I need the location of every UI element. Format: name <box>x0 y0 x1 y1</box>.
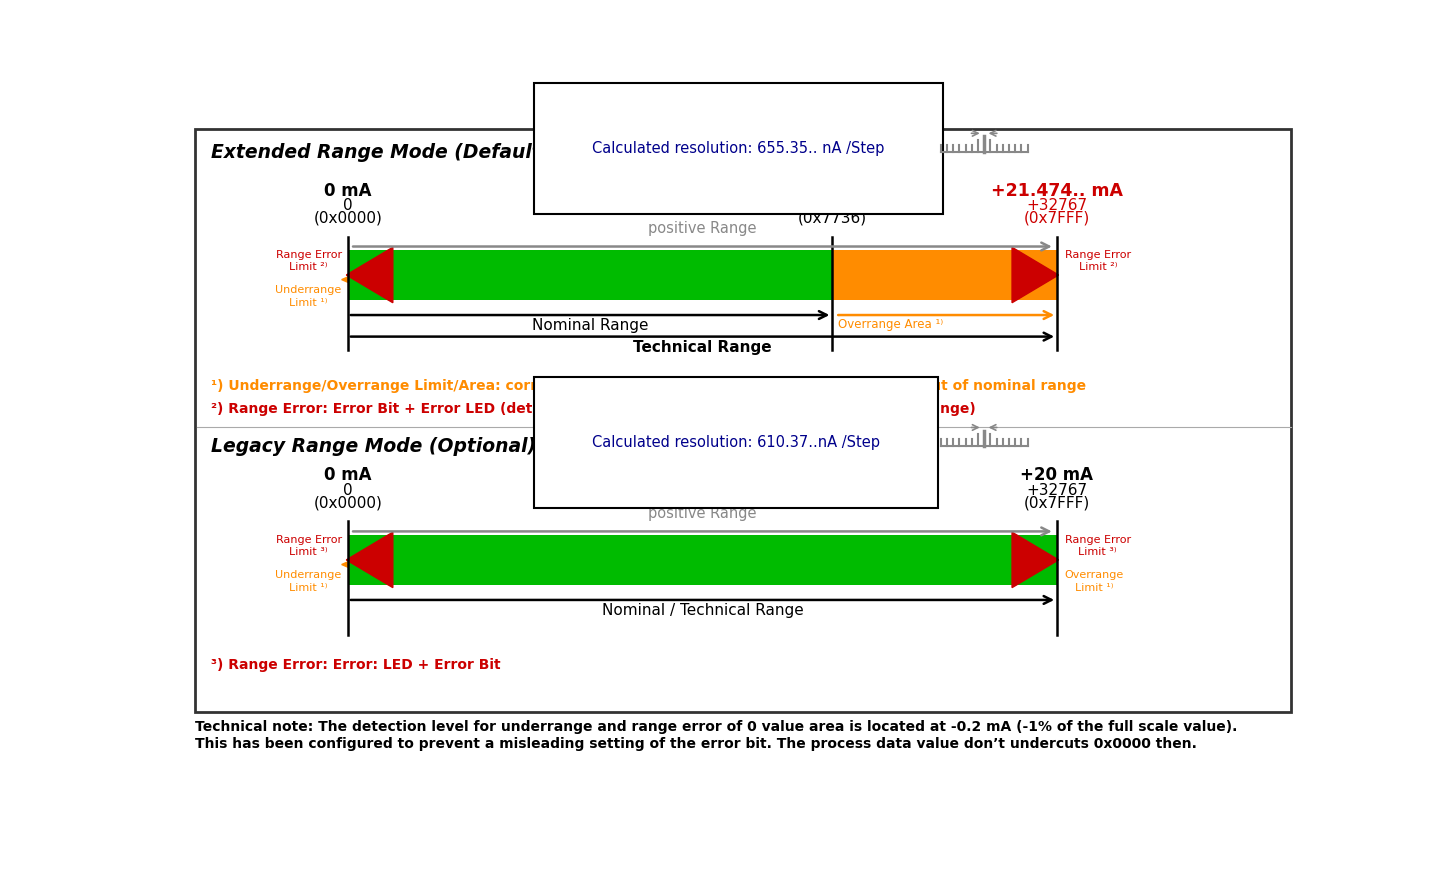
Text: (0x0000): (0x0000) <box>313 210 383 225</box>
Polygon shape <box>342 260 389 299</box>
Polygon shape <box>1012 532 1058 588</box>
Text: Calculated resolution: 610.37..nA /Step: Calculated resolution: 610.37..nA /Step <box>592 435 880 451</box>
Bar <box>348 535 1057 584</box>
Bar <box>832 251 1057 299</box>
Text: ²) Range Error: Error Bit + Error LED (detection level adjustable by user, defau: ²) Range Error: Error Bit + Error LED (d… <box>210 402 976 416</box>
Text: 0: 0 <box>344 482 352 497</box>
Text: Range Error
Limit ²⁾: Range Error Limit ²⁾ <box>276 250 342 272</box>
Text: 0: 0 <box>344 198 352 213</box>
Text: +21.474.. mA: +21.474.. mA <box>990 181 1122 200</box>
Text: ³) Range Error: Error: LED + Error Bit: ³) Range Error: Error: LED + Error Bit <box>210 658 500 672</box>
Text: Range Error
Limit ³⁾: Range Error Limit ³⁾ <box>1064 535 1131 557</box>
Text: Extended Range Mode (Default):: Extended Range Mode (Default): <box>210 143 557 162</box>
Text: Underrange
Limit ¹⁾: Underrange Limit ¹⁾ <box>276 570 342 592</box>
Polygon shape <box>342 545 389 584</box>
Text: +32767: +32767 <box>1027 198 1088 213</box>
Text: Underrange
Limit ¹⁾: Underrange Limit ¹⁾ <box>276 285 342 308</box>
Text: (0x7FFF): (0x7FFF) <box>1024 495 1090 510</box>
Text: This has been configured to prevent a misleading setting of the error bit. The p: This has been configured to prevent a mi… <box>196 737 1198 751</box>
Text: +20 mA: +20 mA <box>1021 466 1093 484</box>
Text: Calculated resolution: 655.35.. nA /Step: Calculated resolution: 655.35.. nA /Step <box>592 141 884 156</box>
Text: (0x7736): (0x7736) <box>798 210 867 225</box>
Bar <box>348 251 832 299</box>
Bar <box>196 128 1290 713</box>
Text: ¹) Underrange/Overrange Limit/Area: corresponding bit is set when measurement va: ¹) Underrange/Overrange Limit/Area: corr… <box>210 379 1086 393</box>
Text: Range Error
Limit ³⁾: Range Error Limit ³⁾ <box>276 535 342 557</box>
Text: Legacy Range Mode (Optional):: Legacy Range Mode (Optional): <box>210 436 544 456</box>
Polygon shape <box>1012 247 1058 303</box>
Text: Range Error
Limit ²⁾: Range Error Limit ²⁾ <box>1064 250 1131 272</box>
Text: Nominal / Technical Range: Nominal / Technical Range <box>602 603 803 618</box>
Text: +32767: +32767 <box>1027 482 1088 497</box>
Text: positive Range: positive Range <box>648 506 757 521</box>
Text: 0 mA: 0 mA <box>325 466 371 484</box>
Polygon shape <box>347 532 393 588</box>
Text: positive Range: positive Range <box>648 221 757 236</box>
Text: 0 mA: 0 mA <box>325 181 371 200</box>
Text: Overrange
Limit ¹⁾: Overrange Limit ¹⁾ <box>1064 570 1124 592</box>
Text: Technical note: The detection level for underrange and range error of 0 value ar: Technical note: The detection level for … <box>196 720 1237 734</box>
Text: Overrange Area ¹⁾: Overrange Area ¹⁾ <box>838 318 944 331</box>
Text: Nominal Range: Nominal Range <box>532 318 648 334</box>
Text: (0x7FFF): (0x7FFF) <box>1024 210 1090 225</box>
Text: Technical Range: Technical Range <box>634 340 771 355</box>
Text: +20 mA: +20 mA <box>796 181 869 200</box>
Polygon shape <box>347 247 393 303</box>
Text: +30518: +30518 <box>802 198 863 213</box>
Text: (0x0000): (0x0000) <box>313 495 383 510</box>
